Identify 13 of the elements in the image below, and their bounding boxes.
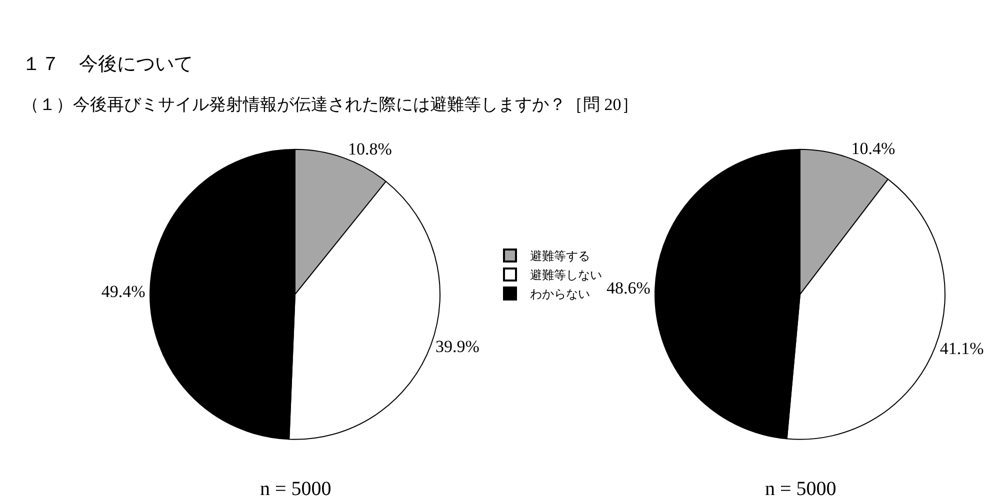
data-label: 10.4% [851,139,896,158]
data-label: 41.1% [940,338,984,358]
data-label: 39.9% [435,337,480,356]
chart-title: １７ 今後について [22,54,193,75]
data-label: 10.8% [348,140,392,159]
text: n = 5000 [765,478,836,499]
legend-label: 避難等しない [530,268,602,282]
chart-subtitle: （１）今後再びミサイル発射情報が伝達された際には避難等しますか？［問 20］ [22,95,638,114]
data-label: 49.4% [101,282,146,301]
text: n = 5000 [260,478,332,499]
data-label: 48.6% [606,278,650,298]
legend-label: 避難等する [530,249,590,264]
legend-label: わからない [530,287,590,302]
